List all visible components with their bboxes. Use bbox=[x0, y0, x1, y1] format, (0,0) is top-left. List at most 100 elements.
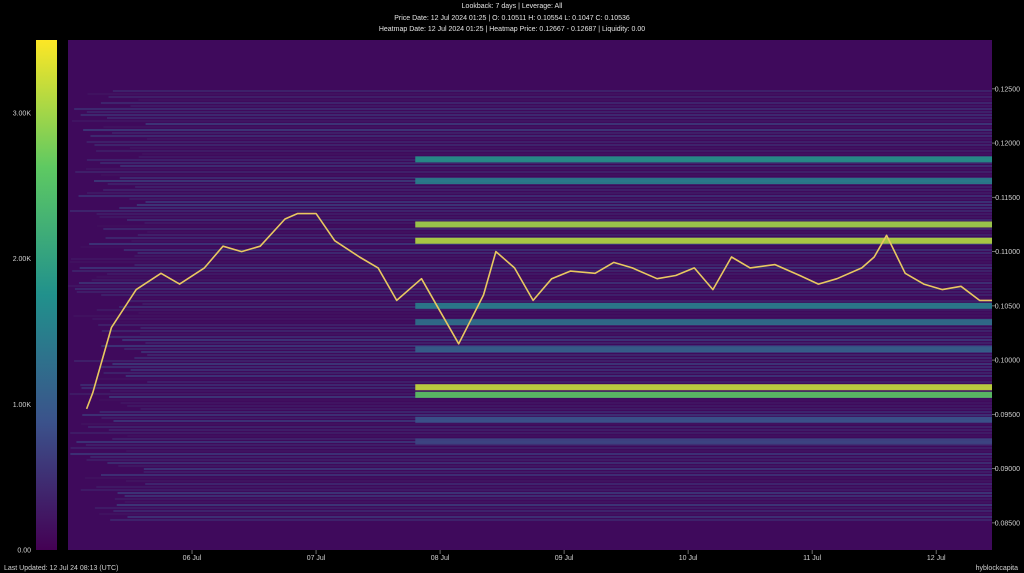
heatmap-row bbox=[74, 288, 992, 290]
header-price-info: Price Date: 12 Jul 2024 01:25 | O: 0.105… bbox=[394, 15, 630, 22]
heatmap-row bbox=[72, 270, 992, 272]
heatmap-row bbox=[99, 366, 992, 368]
heatmap-row bbox=[126, 219, 992, 221]
heatmap-row bbox=[70, 453, 992, 455]
heatmap-row bbox=[69, 210, 992, 212]
plot-area[interactable] bbox=[68, 40, 1024, 550]
price-line bbox=[85, 212, 992, 410]
heatmap-row bbox=[127, 405, 992, 407]
last-updated-label: Last Updated: 12 Jul 24 08:13 (UTC) bbox=[4, 565, 119, 572]
heatmap-row bbox=[89, 243, 992, 245]
heatmap-row bbox=[139, 333, 992, 335]
heatmap-row bbox=[100, 102, 992, 104]
heatmap-row bbox=[129, 198, 992, 200]
heatmap-row bbox=[147, 354, 992, 356]
heatmap-row bbox=[85, 444, 992, 446]
heatmap-row bbox=[138, 99, 992, 101]
heatmap-row bbox=[122, 339, 992, 341]
x-tick-label: 10 Jul bbox=[679, 555, 698, 562]
heatmap-row bbox=[140, 408, 992, 410]
heatmap-row bbox=[147, 231, 992, 233]
heatmap-row bbox=[100, 162, 992, 164]
heatmap-row bbox=[91, 279, 992, 281]
heatmap-row bbox=[134, 264, 992, 266]
heatmap-row bbox=[103, 126, 992, 128]
heatmap-row bbox=[120, 402, 992, 404]
x-tick-label: 12 Jul bbox=[927, 555, 946, 562]
y-tick-label: 0.10000 bbox=[995, 358, 1020, 365]
liquidity-band bbox=[415, 346, 992, 353]
x-tick-label: 06 Jul bbox=[183, 555, 202, 562]
heatmap-row bbox=[86, 459, 992, 461]
y-tick-label: 0.09500 bbox=[995, 412, 1020, 419]
heatmap-row bbox=[123, 249, 992, 251]
heatmap-row bbox=[90, 456, 992, 458]
heatmap-row bbox=[86, 141, 992, 143]
y-tick-label: 0.12500 bbox=[995, 86, 1020, 93]
heatmap-row bbox=[125, 375, 992, 377]
heatmap-row bbox=[127, 516, 992, 518]
heatmap-row bbox=[96, 486, 992, 488]
liquidity-band bbox=[415, 416, 992, 423]
heatmap-row bbox=[96, 276, 992, 278]
x-tick-label: 09 Jul bbox=[555, 555, 574, 562]
x-tick-label: 11 Jul bbox=[803, 555, 822, 562]
colorbar-tick-label: 1.00K bbox=[13, 402, 32, 409]
heatmap-row bbox=[145, 123, 992, 125]
heatmap-row bbox=[138, 312, 992, 314]
heatmap-row bbox=[76, 291, 992, 293]
heatmap-row bbox=[78, 282, 992, 284]
heatmap-row bbox=[78, 195, 992, 197]
colorbar bbox=[36, 40, 57, 550]
colorbar-tick-label: 3.00K bbox=[13, 110, 32, 117]
heatmap-row bbox=[136, 204, 992, 206]
heatmap-row bbox=[143, 471, 992, 473]
heatmap-row bbox=[74, 108, 992, 110]
heatmap-row bbox=[135, 186, 992, 188]
heatmap-row bbox=[99, 513, 992, 515]
heatmap-row bbox=[124, 501, 992, 503]
heatmap-row bbox=[82, 414, 992, 416]
heatmap-row bbox=[110, 390, 992, 392]
heatmap-row bbox=[70, 447, 992, 449]
y-tick-label: 0.11000 bbox=[995, 249, 1020, 256]
heatmap-row bbox=[127, 435, 992, 437]
heatmap-row bbox=[114, 498, 992, 500]
heatmap-row bbox=[100, 474, 992, 476]
heatmap-row bbox=[87, 93, 992, 95]
heatmap-row bbox=[113, 510, 992, 512]
heatmap-row bbox=[99, 399, 992, 401]
liquidity-band bbox=[415, 302, 992, 309]
heatmap-row bbox=[92, 318, 992, 320]
header-lookback: Lookback: 7 days | Leverage: All bbox=[461, 3, 563, 10]
heatmap-row bbox=[88, 426, 992, 428]
heatmap-row bbox=[126, 450, 992, 452]
heatmap-row bbox=[84, 477, 992, 479]
heatmap-row bbox=[80, 489, 992, 491]
liquidity-band bbox=[415, 221, 992, 228]
heatmap-row bbox=[80, 246, 992, 248]
heatmap-row bbox=[83, 129, 992, 131]
heatmap-row bbox=[108, 96, 992, 98]
heatmap-row bbox=[85, 168, 992, 170]
heatmap-row bbox=[137, 234, 992, 236]
y-tick-label: 0.08500 bbox=[995, 520, 1020, 527]
heatmap-row bbox=[100, 174, 992, 176]
heatmap-row bbox=[118, 465, 992, 467]
heatmap-row bbox=[103, 189, 992, 191]
heatmap-row bbox=[80, 114, 992, 116]
y-tick-label: 0.09000 bbox=[995, 466, 1020, 473]
brand-watermark: hyblockcapita bbox=[975, 565, 1018, 572]
heatmap-row bbox=[81, 423, 992, 425]
heatmap-row bbox=[134, 357, 992, 359]
heatmap-row bbox=[69, 261, 992, 263]
heatmap-row bbox=[120, 165, 992, 167]
heatmap-row bbox=[68, 285, 992, 287]
heatmap-row bbox=[108, 429, 992, 431]
heatmap-row bbox=[99, 411, 992, 413]
heatmap-row bbox=[106, 117, 992, 119]
heatmap-row bbox=[128, 297, 992, 299]
x-axis: 06 Jul 07 Jul 08 Jul 09 Jul 10 Jul 11 Jul 12 J… bbox=[183, 550, 946, 562]
heatmap-row bbox=[96, 309, 992, 311]
